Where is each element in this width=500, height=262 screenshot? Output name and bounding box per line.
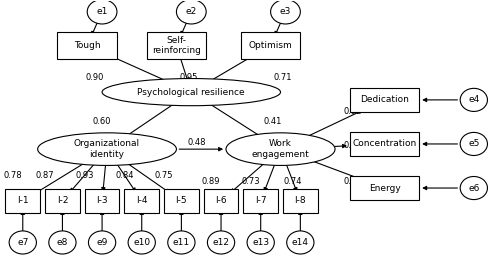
Text: I-8: I-8 (294, 196, 306, 205)
Text: 0.41: 0.41 (264, 117, 282, 127)
FancyBboxPatch shape (146, 32, 206, 59)
Ellipse shape (128, 231, 156, 254)
Text: 0.98: 0.98 (343, 177, 361, 186)
Text: Optimism: Optimism (248, 41, 292, 50)
Ellipse shape (168, 231, 195, 254)
FancyBboxPatch shape (58, 32, 117, 59)
Ellipse shape (208, 231, 234, 254)
Text: e3: e3 (280, 7, 291, 16)
Text: 0.60: 0.60 (93, 117, 112, 127)
Text: e5: e5 (468, 139, 479, 149)
Ellipse shape (286, 231, 314, 254)
Text: e8: e8 (56, 238, 68, 247)
Text: Concentration: Concentration (352, 139, 416, 149)
Ellipse shape (226, 133, 335, 165)
FancyBboxPatch shape (124, 189, 159, 213)
Text: I-1: I-1 (17, 196, 28, 205)
Text: e1: e1 (96, 7, 108, 16)
Text: e7: e7 (17, 238, 28, 247)
FancyBboxPatch shape (350, 88, 420, 112)
Text: Organizational
identity: Organizational identity (74, 139, 140, 159)
Ellipse shape (460, 132, 487, 156)
Ellipse shape (176, 0, 206, 24)
Text: Psychological resilience: Psychological resilience (138, 88, 245, 97)
Ellipse shape (247, 231, 274, 254)
Text: 0.48: 0.48 (187, 138, 206, 147)
Text: e13: e13 (252, 238, 270, 247)
Text: 0.90: 0.90 (86, 73, 104, 82)
Ellipse shape (88, 231, 116, 254)
FancyBboxPatch shape (164, 189, 198, 213)
FancyBboxPatch shape (283, 189, 318, 213)
Text: 0.78: 0.78 (4, 171, 22, 179)
Ellipse shape (49, 231, 76, 254)
FancyBboxPatch shape (84, 189, 120, 213)
Text: e9: e9 (96, 238, 108, 247)
Text: e10: e10 (133, 238, 150, 247)
Text: 0.84: 0.84 (115, 171, 134, 179)
FancyBboxPatch shape (241, 32, 300, 59)
Text: Energy: Energy (368, 183, 400, 193)
Text: 0.74: 0.74 (284, 177, 302, 186)
Text: 0.89: 0.89 (202, 177, 220, 186)
Text: 0.95: 0.95 (180, 73, 198, 82)
Text: Dedication: Dedication (360, 95, 409, 104)
Text: 0.71: 0.71 (274, 73, 292, 82)
Text: 0.92: 0.92 (343, 107, 361, 116)
Text: Tough: Tough (74, 41, 101, 50)
Text: e12: e12 (212, 238, 230, 247)
Text: e11: e11 (173, 238, 190, 247)
FancyBboxPatch shape (204, 189, 238, 213)
FancyBboxPatch shape (6, 189, 40, 213)
Text: 0.87: 0.87 (36, 171, 54, 179)
Text: Self-
reinforcing: Self- reinforcing (152, 36, 201, 55)
Text: e2: e2 (186, 7, 197, 16)
Text: I-5: I-5 (176, 196, 187, 205)
Text: 0.93: 0.93 (76, 171, 94, 179)
Ellipse shape (102, 79, 281, 106)
Text: e6: e6 (468, 183, 479, 193)
Ellipse shape (9, 231, 36, 254)
Text: e14: e14 (292, 238, 309, 247)
FancyBboxPatch shape (350, 176, 420, 200)
Text: I-4: I-4 (136, 196, 147, 205)
Text: 0.75: 0.75 (155, 171, 174, 179)
Text: I-3: I-3 (96, 196, 108, 205)
Ellipse shape (460, 177, 487, 200)
FancyBboxPatch shape (350, 132, 420, 156)
Text: 0.93: 0.93 (343, 141, 361, 150)
Ellipse shape (270, 0, 300, 24)
Ellipse shape (87, 0, 117, 24)
FancyBboxPatch shape (244, 189, 278, 213)
Ellipse shape (460, 88, 487, 111)
Text: I-6: I-6 (215, 196, 227, 205)
Text: 0.73: 0.73 (242, 177, 260, 186)
Text: I-7: I-7 (255, 196, 266, 205)
FancyBboxPatch shape (45, 189, 80, 213)
Text: I-2: I-2 (56, 196, 68, 205)
Text: Work
engagement: Work engagement (252, 139, 310, 159)
Text: e4: e4 (468, 95, 479, 104)
Ellipse shape (38, 133, 176, 165)
